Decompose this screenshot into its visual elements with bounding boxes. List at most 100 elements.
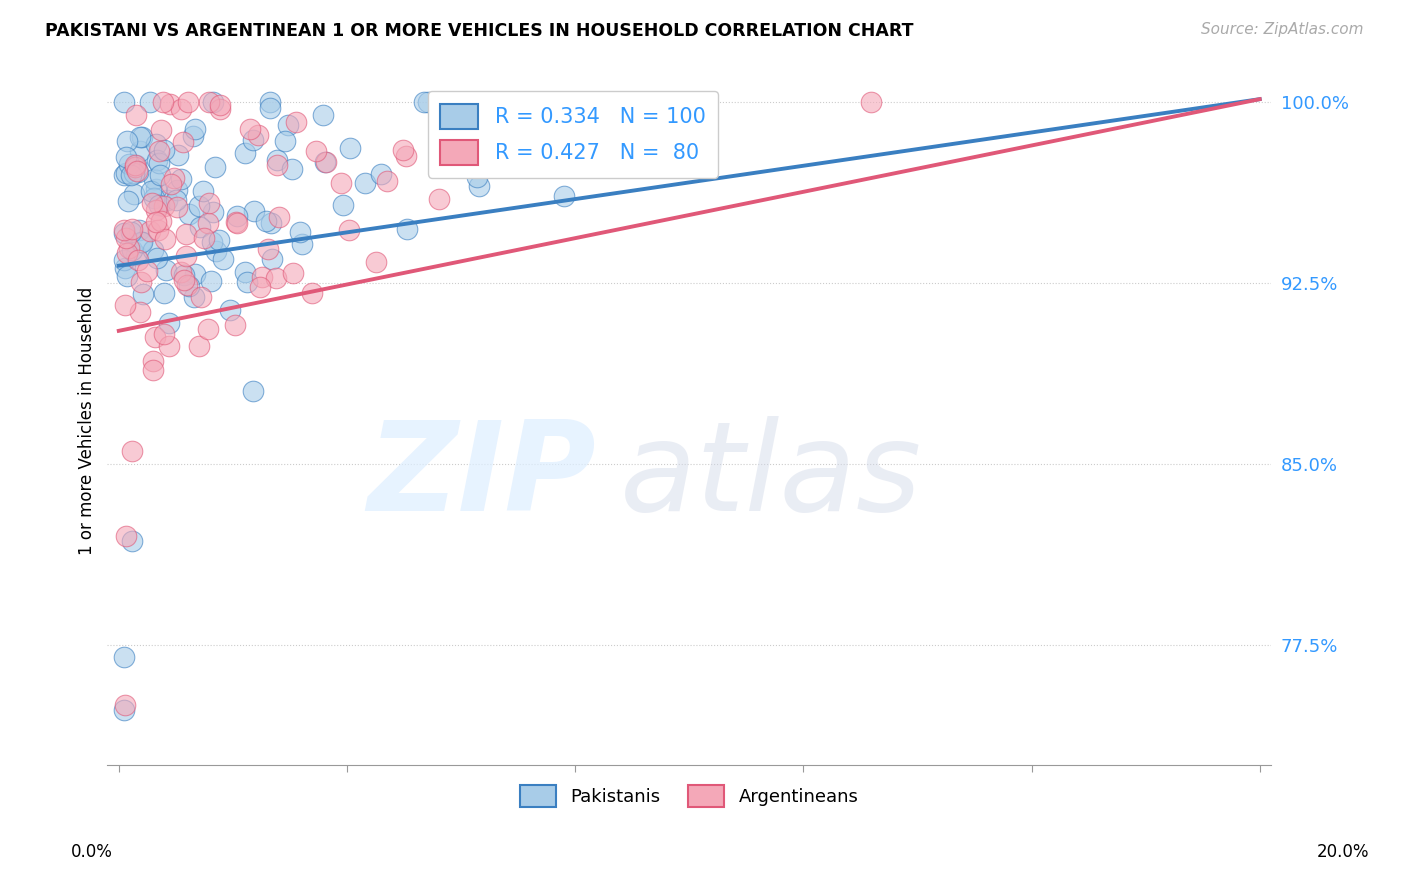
Point xyxy=(153,285,176,300)
Point xyxy=(153,199,176,213)
Point xyxy=(177,207,200,221)
Legend: Pakistanis, Argentineans: Pakistanis, Argentineans xyxy=(513,778,866,814)
Text: atlas: atlas xyxy=(620,416,921,537)
Point xyxy=(190,290,212,304)
Point xyxy=(121,243,143,257)
Point xyxy=(145,215,167,229)
Point xyxy=(860,95,883,109)
Point xyxy=(167,147,190,161)
Point xyxy=(124,158,146,172)
Point xyxy=(274,134,297,148)
Point xyxy=(197,322,219,336)
Point xyxy=(117,194,139,208)
Point xyxy=(129,235,152,249)
Point xyxy=(443,137,465,152)
Point xyxy=(142,243,165,257)
Point xyxy=(125,164,148,178)
Point xyxy=(142,354,165,368)
Point xyxy=(254,214,277,228)
Point xyxy=(315,155,337,169)
Point xyxy=(114,165,136,179)
Point xyxy=(188,339,211,353)
Point xyxy=(152,95,174,109)
Point xyxy=(181,128,204,143)
Point xyxy=(114,95,136,109)
Point xyxy=(250,269,273,284)
Point xyxy=(142,362,165,376)
Point xyxy=(173,273,195,287)
Point xyxy=(312,108,335,122)
Point xyxy=(124,166,146,180)
Text: PAKISTANI VS ARGENTINEAN 1 OR MORE VEHICLES IN HOUSEHOLD CORRELATION CHART: PAKISTANI VS ARGENTINEAN 1 OR MORE VEHIC… xyxy=(45,22,914,40)
Point xyxy=(172,135,194,149)
Point xyxy=(170,103,193,117)
Point xyxy=(225,216,247,230)
Point xyxy=(128,130,150,145)
Point xyxy=(266,158,288,172)
Point xyxy=(225,214,247,228)
Point xyxy=(118,157,141,171)
Point xyxy=(395,222,418,236)
Point xyxy=(141,196,163,211)
Point xyxy=(166,183,188,197)
Point xyxy=(236,275,259,289)
Point xyxy=(115,231,138,245)
Point xyxy=(121,444,143,458)
Point xyxy=(121,221,143,235)
Point xyxy=(259,101,281,115)
Point xyxy=(170,171,193,186)
Point xyxy=(114,168,136,182)
Point xyxy=(114,226,136,240)
Point xyxy=(197,216,219,230)
Text: 20.0%: 20.0% xyxy=(1316,843,1369,861)
Point xyxy=(339,223,361,237)
Point xyxy=(114,649,136,664)
Point xyxy=(146,251,169,265)
Text: 0.0%: 0.0% xyxy=(70,843,112,861)
Point xyxy=(370,168,392,182)
Point xyxy=(467,178,489,193)
Point xyxy=(301,285,323,300)
Point xyxy=(121,533,143,548)
Point xyxy=(201,95,224,109)
Point xyxy=(416,95,439,109)
Point xyxy=(128,223,150,237)
Point xyxy=(114,298,136,312)
Point xyxy=(305,144,328,158)
Point xyxy=(467,170,489,185)
Point xyxy=(136,264,159,278)
Point xyxy=(339,141,361,155)
Point xyxy=(395,149,418,163)
Point xyxy=(143,191,166,205)
Point xyxy=(153,326,176,341)
Point xyxy=(392,143,415,157)
Point xyxy=(212,252,235,267)
Point xyxy=(114,222,136,236)
Point xyxy=(141,184,163,198)
Point xyxy=(288,226,311,240)
Point xyxy=(281,161,304,176)
Point xyxy=(143,330,166,344)
Y-axis label: 1 or more Vehicles in Household: 1 or more Vehicles in Household xyxy=(79,287,96,556)
Point xyxy=(259,95,281,109)
Point xyxy=(193,184,215,198)
Point xyxy=(148,144,170,158)
Point xyxy=(260,252,283,267)
Point xyxy=(131,235,153,249)
Point xyxy=(208,234,231,248)
Point xyxy=(163,171,186,186)
Point xyxy=(219,302,242,317)
Point xyxy=(157,339,180,353)
Point xyxy=(260,216,283,230)
Point xyxy=(176,278,198,293)
Point xyxy=(284,115,307,129)
Point xyxy=(146,153,169,168)
Point xyxy=(184,122,207,136)
Point xyxy=(128,144,150,158)
Point xyxy=(125,108,148,122)
Point xyxy=(177,95,200,109)
Point xyxy=(553,189,575,203)
Point xyxy=(150,122,173,136)
Point xyxy=(148,156,170,170)
Point xyxy=(125,158,148,172)
